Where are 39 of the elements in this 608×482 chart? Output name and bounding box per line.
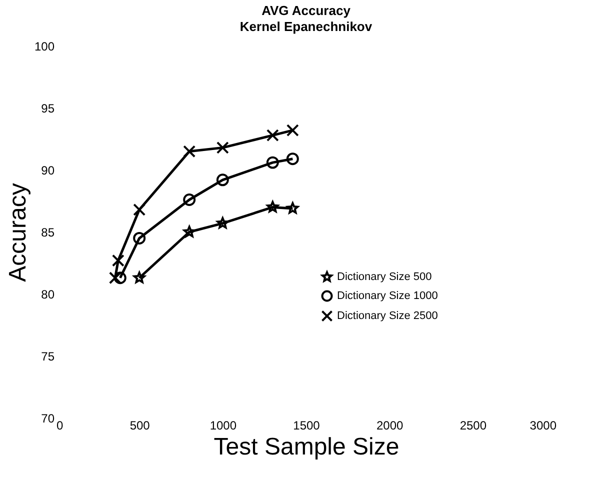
point bbox=[286, 124, 299, 137]
legend-label: Dictionary Size 500 bbox=[337, 271, 432, 283]
point bbox=[133, 272, 146, 284]
y-tick-label: 70 bbox=[41, 412, 55, 426]
point bbox=[266, 200, 279, 212]
x-tick-label: 2000 bbox=[376, 418, 404, 432]
point bbox=[216, 217, 229, 229]
point bbox=[108, 272, 122, 284]
y-tick-label: 90 bbox=[41, 164, 55, 178]
x-tick-label: 3000 bbox=[530, 418, 557, 432]
y-tick-label: 85 bbox=[41, 226, 55, 240]
x-axis-title: Test Sample Size bbox=[214, 434, 400, 460]
point bbox=[216, 174, 229, 186]
y-tick-label: 80 bbox=[41, 288, 55, 302]
point bbox=[266, 156, 279, 169]
x-tick-label: 0 bbox=[56, 418, 64, 432]
point bbox=[133, 232, 146, 244]
point bbox=[114, 272, 126, 284]
point bbox=[112, 254, 124, 267]
y-axis-title: Accuracy bbox=[4, 183, 32, 282]
x-tick-label: 1000 bbox=[210, 418, 237, 432]
x-tick-label: 2500 bbox=[460, 418, 487, 432]
point bbox=[286, 152, 299, 166]
chart-subtitle: Kernel Epanechnikov bbox=[240, 19, 373, 34]
legend-label: Dictionary Size 1000 bbox=[337, 290, 438, 302]
x-tick-label: 500 bbox=[130, 418, 150, 432]
chart-title: AVG Accuracy bbox=[262, 3, 352, 18]
legend-label: Dictionary Size 2500 bbox=[337, 310, 438, 322]
y-tick-label: 95 bbox=[41, 102, 55, 116]
point bbox=[266, 129, 279, 142]
point bbox=[286, 202, 299, 214]
point bbox=[133, 203, 146, 216]
x-tick-label: 1500 bbox=[293, 418, 320, 432]
y-tick-label: 75 bbox=[41, 350, 55, 364]
point bbox=[183, 226, 196, 238]
point bbox=[216, 141, 229, 154]
point bbox=[183, 194, 196, 206]
point bbox=[183, 145, 196, 158]
y-tick-label: 100 bbox=[34, 40, 55, 54]
